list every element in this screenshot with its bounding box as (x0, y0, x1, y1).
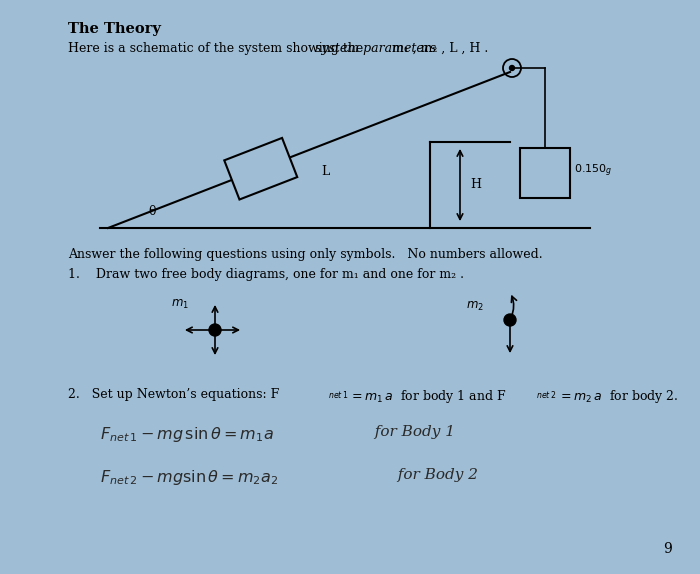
Text: $\mathbf{m_1}$: $\mathbf{m_1}$ (250, 166, 267, 177)
Text: for Body 2: for Body 2 (388, 468, 478, 482)
Circle shape (504, 314, 516, 326)
Text: 1.    Draw two free body diagrams, one for m₁ and one for m₂ .: 1. Draw two free body diagrams, one for … (68, 268, 464, 281)
Text: 9: 9 (664, 542, 673, 556)
Text: Answer the following questions using only symbols.   No numbers allowed.: Answer the following questions using onl… (68, 248, 542, 261)
Text: $m_1$: $m_1$ (171, 297, 189, 311)
Text: m₁ , m₂ , L , H .: m₁ , m₂ , L , H . (388, 42, 489, 55)
Text: 2.   Set up Newton’s equations: F: 2. Set up Newton’s equations: F (68, 388, 279, 401)
Text: $= m_1\,a$  for body 1 and F: $= m_1\,a$ for body 1 and F (345, 388, 506, 405)
Circle shape (209, 324, 221, 336)
Text: $_{net\,2}$: $_{net\,2}$ (536, 390, 557, 402)
Text: $_{net\,1}$: $_{net\,1}$ (328, 390, 349, 402)
Text: system parameters: system parameters (315, 42, 436, 55)
Text: $F_{net\,2} - mg\sin\theta = m_2 a_2$: $F_{net\,2} - mg\sin\theta = m_2 a_2$ (100, 468, 278, 487)
Text: $F_{net\,1} - mg\,\sin\theta = m_1 a$: $F_{net\,1} - mg\,\sin\theta = m_1 a$ (100, 425, 274, 444)
Bar (520, 148, 570, 198)
Text: Here is a schematic of the system showing the: Here is a schematic of the system showin… (68, 42, 368, 55)
Text: θ: θ (148, 205, 155, 218)
Text: $\mathbf{m_2}$: $\mathbf{m_2}$ (530, 167, 547, 179)
Polygon shape (224, 138, 298, 200)
Text: L: L (321, 165, 329, 179)
Text: The Theory: The Theory (68, 22, 161, 36)
Text: $= m_2\,a$  for body 2.: $= m_2\,a$ for body 2. (554, 388, 678, 405)
Text: for Body 1: for Body 1 (365, 425, 455, 439)
Text: $0.150_g$: $0.150_g$ (574, 163, 612, 179)
Text: $m_2$: $m_2$ (466, 300, 484, 313)
Circle shape (510, 65, 514, 71)
Text: H: H (470, 179, 481, 192)
